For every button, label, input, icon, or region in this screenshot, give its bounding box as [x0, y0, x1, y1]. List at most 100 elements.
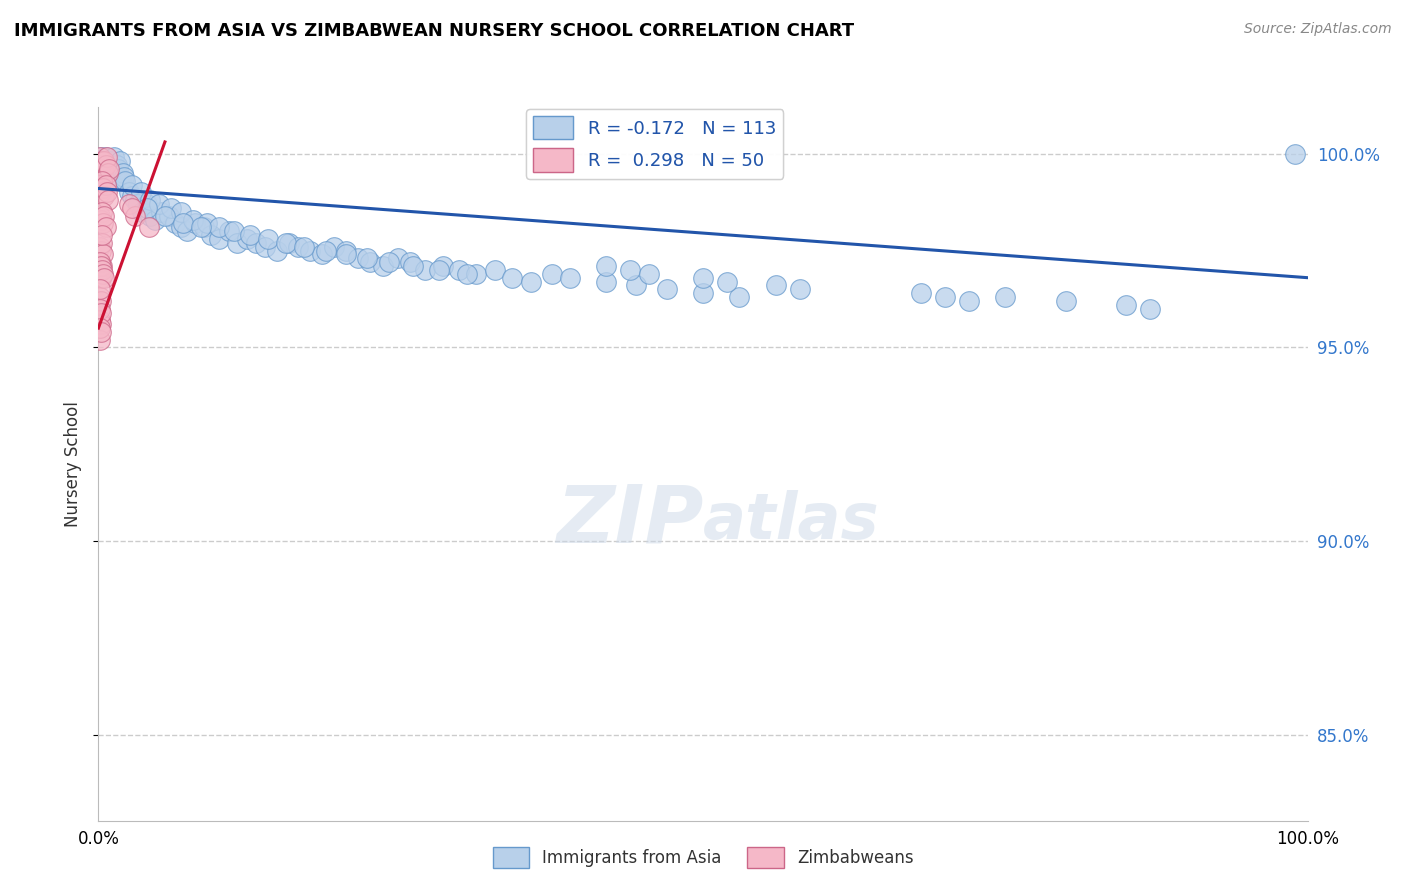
Point — [91, 174, 114, 188]
Point — [655, 282, 678, 296]
Point — [994, 290, 1017, 304]
Point — [121, 178, 143, 192]
Point — [447, 263, 470, 277]
Point — [96, 151, 118, 165]
Point — [347, 252, 370, 266]
Point — [335, 247, 357, 261]
Point — [89, 301, 111, 316]
Point — [101, 162, 124, 177]
Point — [957, 293, 980, 308]
Point — [190, 220, 212, 235]
Point — [728, 290, 751, 304]
Point — [94, 178, 117, 192]
Point — [89, 263, 111, 277]
Point — [91, 154, 114, 169]
Point — [413, 263, 436, 277]
Point — [626, 278, 648, 293]
Point — [110, 174, 132, 188]
Point — [129, 186, 152, 200]
Point — [139, 209, 162, 223]
Point — [96, 158, 118, 172]
Point — [399, 255, 422, 269]
Point — [218, 224, 240, 238]
Point — [1054, 293, 1077, 308]
Text: Source: ZipAtlas.com: Source: ZipAtlas.com — [1244, 22, 1392, 37]
Point — [89, 333, 111, 347]
Point — [91, 216, 114, 230]
Point — [100, 154, 122, 169]
Point — [200, 227, 222, 242]
Point — [278, 235, 301, 250]
Point — [520, 275, 543, 289]
Point — [169, 204, 191, 219]
Point — [135, 201, 157, 215]
Point — [371, 259, 394, 273]
Point — [89, 313, 111, 327]
Point — [91, 158, 114, 172]
Point — [323, 240, 346, 254]
Point — [266, 244, 288, 258]
Point — [139, 193, 162, 207]
Point — [299, 244, 322, 258]
Point — [89, 209, 111, 223]
Point — [595, 275, 617, 289]
Point — [90, 317, 112, 331]
Point — [402, 259, 425, 273]
Point — [169, 220, 191, 235]
Point — [114, 174, 136, 188]
Point — [105, 158, 128, 172]
Point — [143, 212, 166, 227]
Point — [90, 325, 112, 339]
Point — [138, 220, 160, 235]
Point — [274, 235, 297, 250]
Point — [377, 255, 399, 269]
Point — [692, 286, 714, 301]
Point — [789, 282, 811, 296]
Point — [195, 216, 218, 230]
Point — [93, 270, 115, 285]
Point — [90, 244, 112, 258]
Point — [97, 166, 120, 180]
Point — [287, 240, 309, 254]
Point — [464, 267, 486, 281]
Point — [1115, 298, 1137, 312]
Point — [1139, 301, 1161, 316]
Point — [311, 247, 333, 261]
Point — [90, 186, 112, 200]
Point — [148, 197, 170, 211]
Point — [93, 162, 115, 177]
Point — [131, 204, 153, 219]
Point — [172, 216, 194, 230]
Point — [93, 154, 115, 169]
Point — [89, 255, 111, 269]
Point — [89, 321, 111, 335]
Point — [176, 224, 198, 238]
Point — [89, 240, 111, 254]
Point — [716, 275, 738, 289]
Point — [124, 209, 146, 223]
Point — [150, 204, 173, 219]
Point — [335, 244, 357, 258]
Point — [90, 270, 112, 285]
Point — [89, 282, 111, 296]
Point — [90, 259, 112, 273]
Point — [91, 204, 114, 219]
Point — [558, 270, 581, 285]
Point — [90, 151, 112, 165]
Point — [89, 178, 111, 192]
Point — [91, 259, 114, 273]
Point — [90, 293, 112, 308]
Point — [356, 252, 378, 266]
Text: atlas: atlas — [703, 490, 880, 552]
Point — [692, 270, 714, 285]
Point — [91, 181, 114, 195]
Point — [91, 267, 114, 281]
Point — [181, 212, 204, 227]
Point — [765, 278, 787, 293]
Point — [93, 209, 115, 223]
Point — [208, 220, 231, 235]
Point — [111, 166, 134, 180]
Point — [239, 227, 262, 242]
Point — [222, 224, 245, 238]
Text: ZIP: ZIP — [555, 482, 703, 560]
